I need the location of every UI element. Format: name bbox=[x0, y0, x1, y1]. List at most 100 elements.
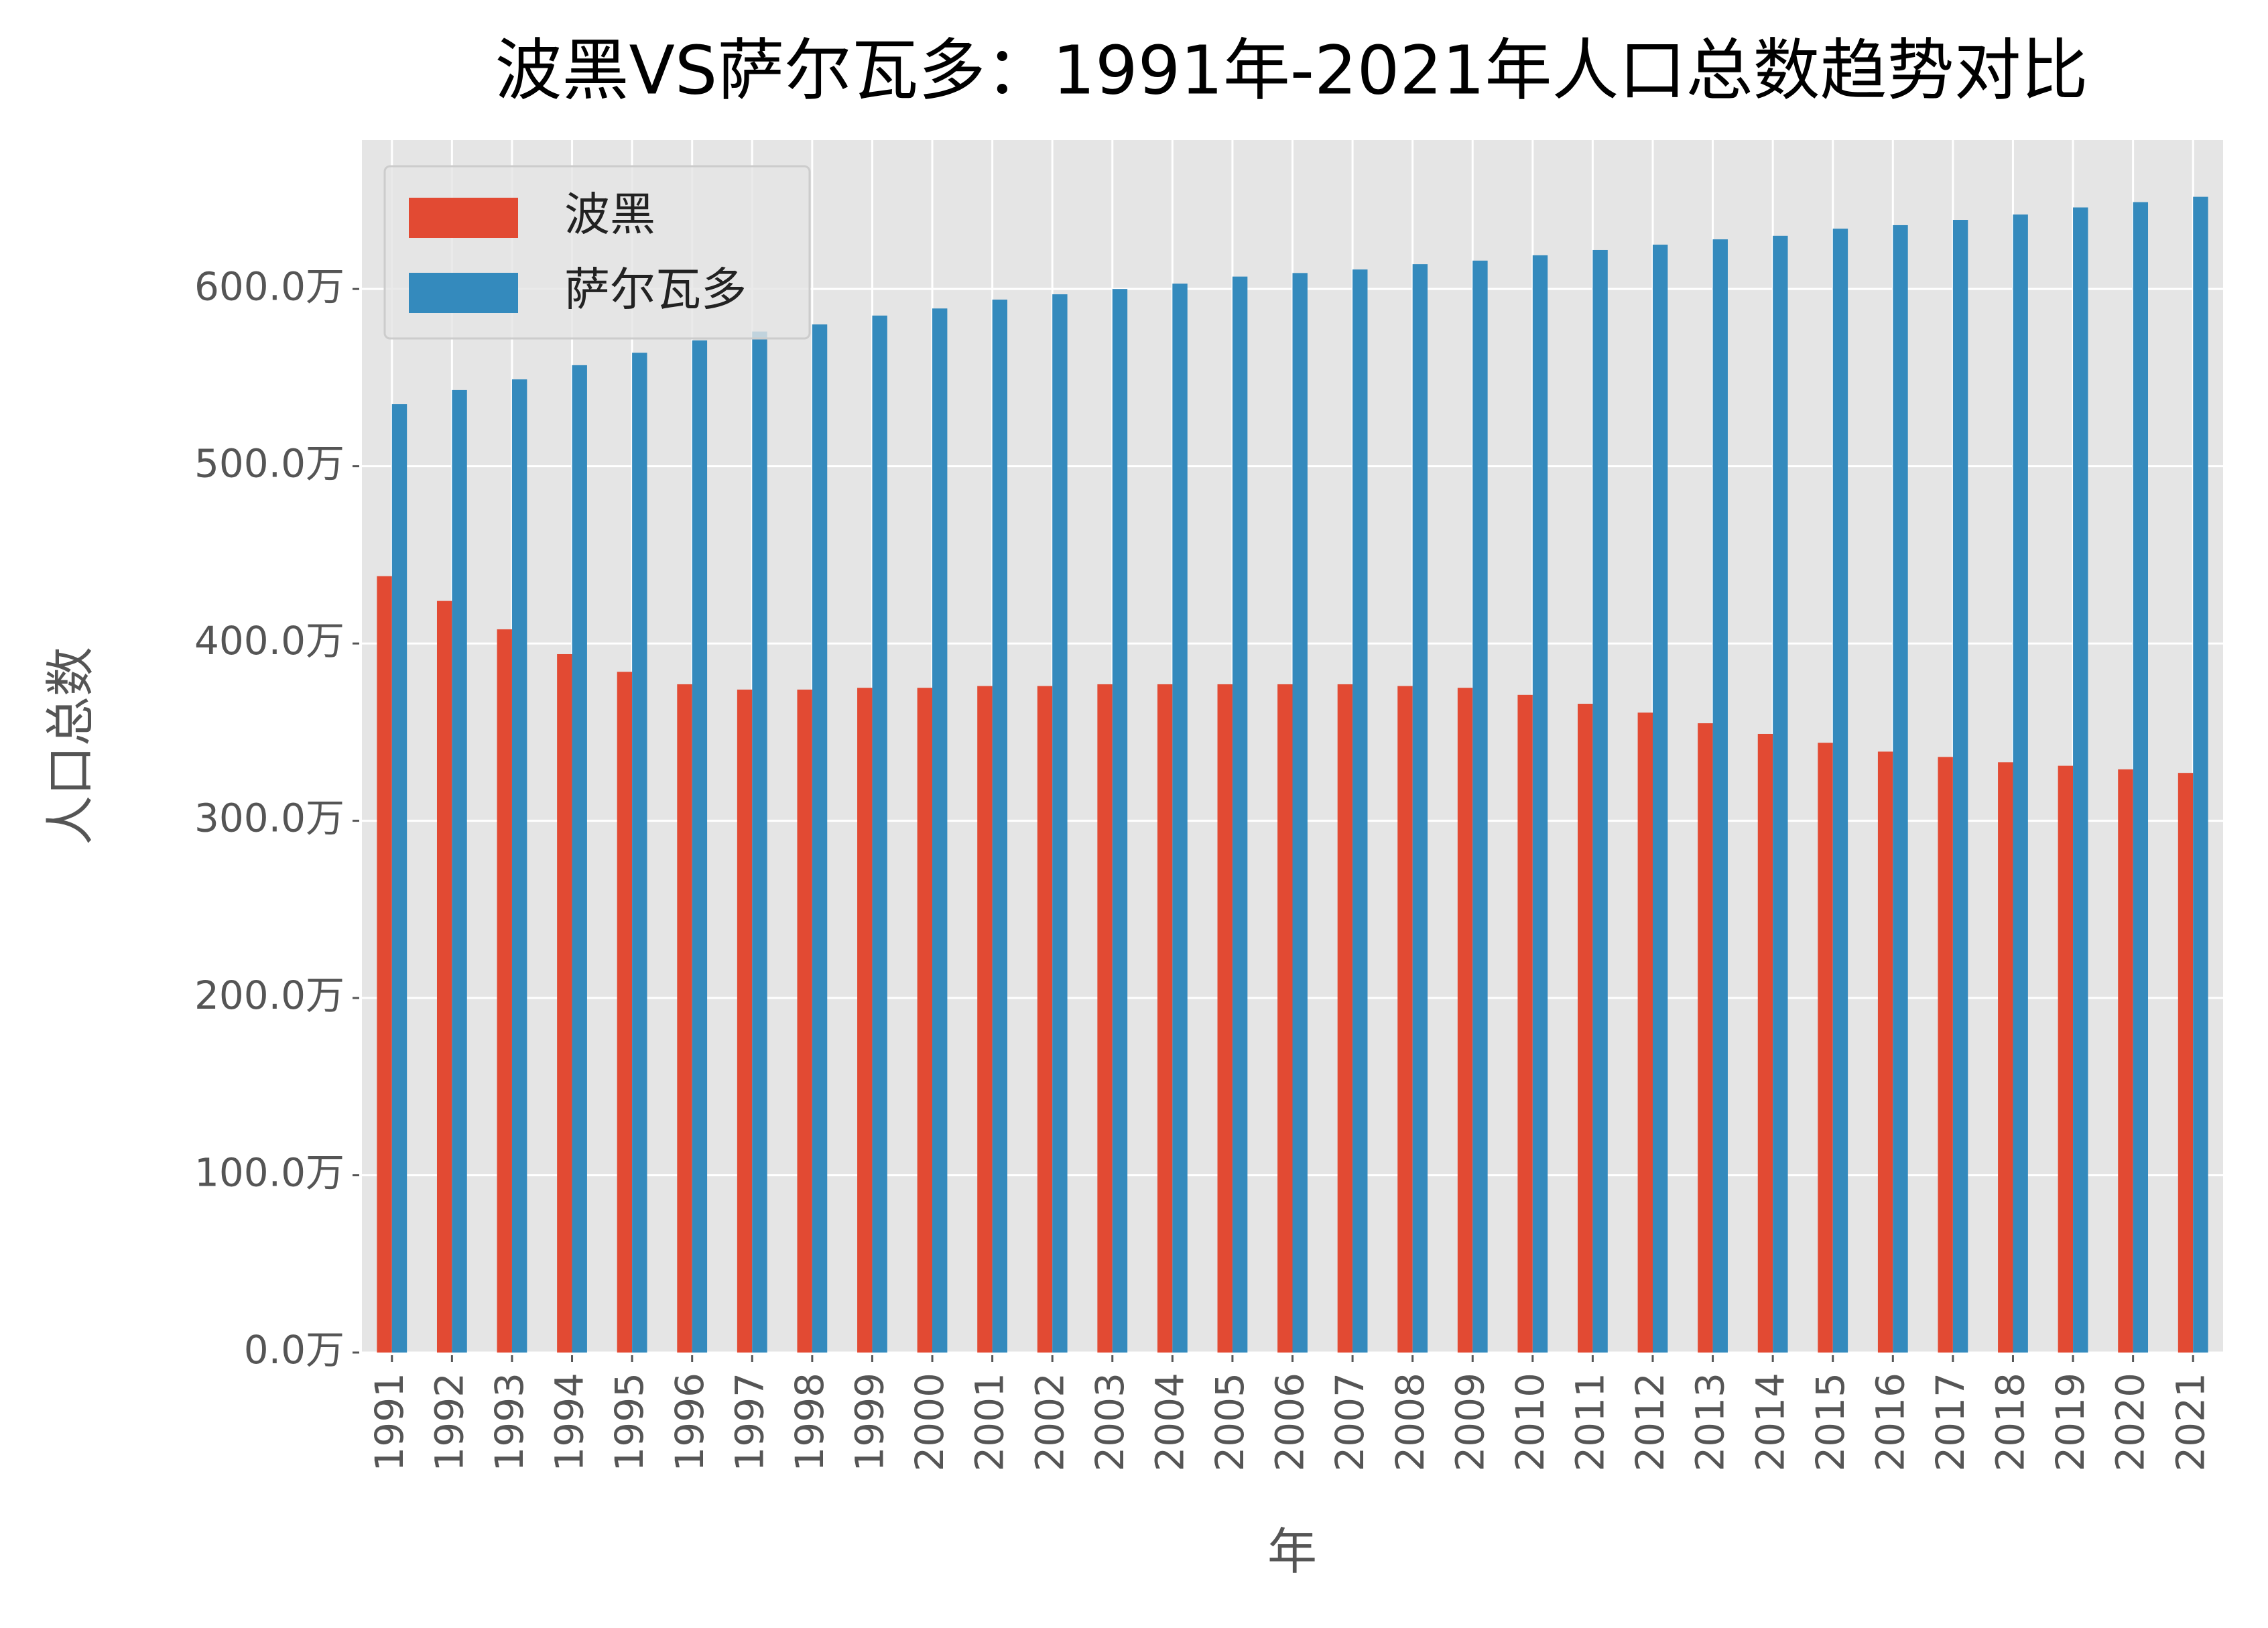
x-tick-label: 2009 bbox=[1447, 1373, 1493, 1472]
bar bbox=[1712, 239, 1728, 1353]
x-tick-label: 1992 bbox=[426, 1373, 472, 1472]
bar bbox=[2193, 196, 2208, 1353]
x-tick-label: 2021 bbox=[2167, 1373, 2213, 1472]
bar bbox=[1818, 743, 1833, 1353]
x-tick-label: 2020 bbox=[2108, 1373, 2153, 1472]
y-tick-label: 200.0万 bbox=[194, 973, 344, 1018]
x-tick-label: 1998 bbox=[787, 1373, 832, 1472]
bar bbox=[436, 601, 452, 1353]
bar bbox=[917, 688, 933, 1353]
bar bbox=[812, 324, 828, 1353]
bar bbox=[1698, 723, 1713, 1353]
bar bbox=[932, 308, 948, 1353]
bar bbox=[737, 689, 753, 1353]
x-tick-label: 2007 bbox=[1327, 1373, 1373, 1472]
y-tick-label: 0.0万 bbox=[244, 1327, 344, 1373]
x-tick-label: 2008 bbox=[1387, 1373, 1433, 1472]
y-tick-label: 300.0万 bbox=[194, 796, 344, 841]
x-tick-label: 2001 bbox=[967, 1373, 1013, 1472]
x-tick-label: 2004 bbox=[1147, 1373, 1192, 1472]
bar bbox=[1998, 762, 2013, 1353]
bar bbox=[391, 404, 407, 1353]
x-tick-label: 1991 bbox=[367, 1373, 412, 1472]
x-tick-label: 2017 bbox=[1928, 1373, 1973, 1472]
bar bbox=[1457, 688, 1473, 1353]
bar bbox=[1637, 712, 1653, 1353]
x-tick-label: 2016 bbox=[1867, 1373, 1913, 1472]
bar bbox=[2178, 773, 2194, 1353]
bar bbox=[557, 653, 572, 1353]
bar bbox=[1277, 684, 1293, 1353]
y-tick-label: 100.0万 bbox=[194, 1150, 344, 1196]
bar bbox=[2118, 769, 2133, 1353]
bar bbox=[1052, 294, 1068, 1353]
legend-label: 萨尔瓦多 bbox=[564, 264, 747, 317]
x-tick-label: 2002 bbox=[1027, 1373, 1072, 1472]
bar bbox=[1578, 704, 1593, 1353]
x-tick-label: 1999 bbox=[847, 1373, 893, 1472]
bar bbox=[1292, 273, 1308, 1353]
legend-label: 波黑 bbox=[564, 189, 655, 242]
x-tick-label: 2015 bbox=[1808, 1373, 1853, 1472]
bar bbox=[1757, 733, 1773, 1353]
x-tick-label: 2010 bbox=[1507, 1373, 1553, 1472]
x-tick-label: 2014 bbox=[1747, 1373, 1793, 1472]
bar bbox=[452, 389, 467, 1353]
bar bbox=[797, 689, 812, 1353]
x-tick-label: 2006 bbox=[1267, 1373, 1313, 1472]
bar bbox=[1037, 686, 1053, 1353]
bar bbox=[677, 684, 692, 1353]
bar bbox=[1773, 235, 1788, 1353]
bar bbox=[1472, 260, 1488, 1353]
bar bbox=[1532, 255, 1548, 1353]
x-tick-label: 2000 bbox=[907, 1373, 952, 1472]
x-tick-label: 2012 bbox=[1627, 1373, 1673, 1472]
bar bbox=[1352, 269, 1368, 1353]
bar bbox=[1832, 229, 1848, 1353]
bar bbox=[1097, 684, 1113, 1353]
x-axis-label: 年 bbox=[1267, 1523, 1317, 1581]
x-tick-label: 2013 bbox=[1688, 1373, 1733, 1472]
bar bbox=[1938, 757, 1953, 1353]
bar bbox=[1172, 284, 1188, 1353]
bar bbox=[977, 686, 993, 1353]
x-tick-label: 2011 bbox=[1568, 1373, 1613, 1472]
x-tick-label: 1997 bbox=[727, 1373, 772, 1472]
bar bbox=[1592, 249, 1608, 1353]
bar bbox=[2073, 207, 2088, 1353]
legend-swatch bbox=[409, 198, 518, 238]
bar bbox=[632, 353, 647, 1353]
bar bbox=[2133, 202, 2149, 1353]
bar bbox=[1517, 694, 1533, 1353]
bar bbox=[1952, 220, 1968, 1353]
bar bbox=[2013, 214, 2028, 1353]
bar bbox=[1337, 684, 1353, 1353]
bar bbox=[617, 672, 633, 1353]
bar bbox=[572, 365, 587, 1353]
bar bbox=[752, 331, 767, 1353]
x-tick-label: 1995 bbox=[607, 1373, 652, 1472]
y-tick-label: 400.0万 bbox=[194, 618, 344, 664]
x-tick-label: 2003 bbox=[1087, 1373, 1133, 1472]
chart-title: 波黑VS萨尔瓦多：1991年-2021年人口总数趋势对比 bbox=[495, 31, 2088, 109]
bar bbox=[857, 688, 873, 1353]
bar bbox=[1877, 751, 1893, 1353]
bar bbox=[1157, 684, 1173, 1353]
bar bbox=[692, 340, 708, 1353]
y-axis-label: 人口总数 bbox=[42, 647, 100, 845]
bar bbox=[1112, 289, 1128, 1353]
bar bbox=[511, 379, 527, 1353]
bar bbox=[1652, 245, 1668, 1353]
bar bbox=[992, 300, 1007, 1353]
bar bbox=[1893, 225, 1908, 1353]
legend-swatch bbox=[409, 273, 518, 313]
bar bbox=[872, 315, 887, 1353]
x-tick-label: 1996 bbox=[667, 1373, 712, 1472]
x-tick-label: 1993 bbox=[487, 1373, 532, 1472]
bar bbox=[1217, 684, 1233, 1353]
bar bbox=[497, 629, 512, 1353]
x-tick-label: 1994 bbox=[547, 1373, 592, 1472]
x-tick-label: 2019 bbox=[2048, 1373, 2093, 1472]
